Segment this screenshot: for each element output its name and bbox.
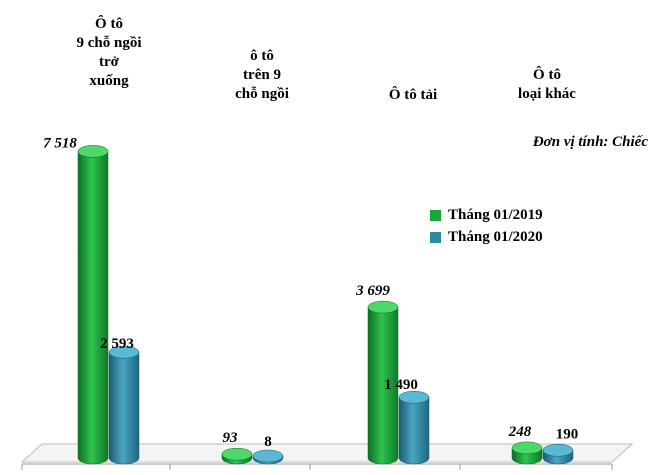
- category-label-4: Ô tô loại khác: [518, 67, 576, 102]
- legend-swatch-2019: [430, 209, 441, 221]
- bar-body: [108, 351, 140, 465]
- bar-body: [77, 151, 109, 465]
- value-label-2020-4: 190: [556, 426, 579, 442]
- bar-2019-1: [77, 145, 109, 465]
- legend-label-2019: Tháng 01/2019: [448, 206, 543, 223]
- bar-2019-4: [511, 441, 543, 465]
- bar-body: [367, 306, 399, 465]
- legend-item-2020: Tháng 01/2020: [430, 226, 543, 248]
- bars-layer: [77, 145, 574, 465]
- bar-cap: [511, 441, 543, 455]
- bar-cap: [542, 444, 574, 457]
- legend-label-2020: Tháng 01/2020: [448, 228, 543, 245]
- bar-body: [398, 396, 430, 465]
- category-label-2: ô tô trên 9 chỗ ngồi: [235, 48, 289, 102]
- legend-swatch-2020: [430, 231, 441, 243]
- bar-cap: [367, 300, 399, 314]
- bar-cap: [77, 145, 109, 158]
- category-label-3: Ô tô tải: [388, 87, 438, 103]
- bar-2019-3: [367, 300, 399, 465]
- bar-2019-2: [221, 447, 253, 465]
- bar-2020-3: [398, 390, 430, 465]
- legend-item-2019: Tháng 01/2019: [430, 204, 543, 226]
- value-label-2019-2: 93: [223, 430, 239, 446]
- bar-cap: [221, 447, 253, 461]
- bar-2020-4: [542, 444, 574, 465]
- value-label-2020-3: 1 490: [384, 377, 418, 393]
- value-label-2019-3: 3 699: [355, 283, 390, 299]
- value-label-2020-2: 8: [264, 434, 272, 450]
- value-labels-layer: 7 518 93 3 699 248 2 593 8 1 490 190: [43, 135, 578, 450]
- value-label-2019-1: 7 518: [43, 135, 77, 151]
- bar-cap: [252, 449, 284, 463]
- legend: Tháng 01/2019 Tháng 01/2020: [430, 204, 543, 248]
- bar-2020-2: [252, 449, 284, 465]
- unit-note: Đơn vị tính: Chiếc: [532, 134, 648, 150]
- bar-cap: [108, 345, 140, 359]
- category-label-1: Ô tô 9 chỗ ngồi trở xuống: [76, 16, 142, 89]
- bar-cap: [398, 390, 430, 404]
- value-label-2020-1: 2 593: [100, 336, 134, 352]
- value-label-2019-4: 248: [508, 424, 532, 440]
- bar-2020-1: [108, 345, 140, 465]
